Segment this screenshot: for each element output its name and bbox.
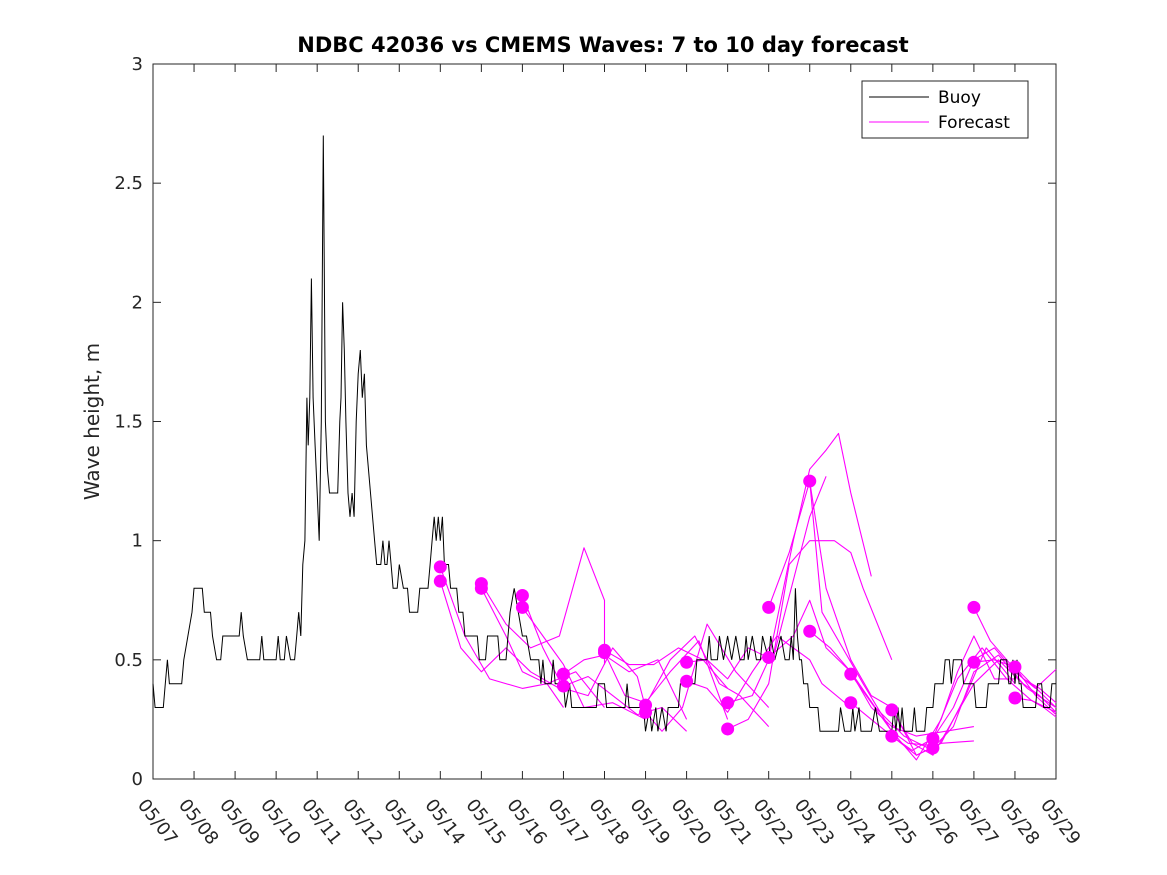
forecast-start-marker bbox=[515, 588, 529, 602]
chart-title: NDBC 42036 vs CMEMS Waves: 7 to 10 day f… bbox=[297, 33, 908, 57]
forecast-line bbox=[768, 480, 933, 747]
legend-label-buoy: Buoy bbox=[938, 88, 981, 108]
y-tick-label: 0.5 bbox=[114, 650, 143, 671]
y-tick-label: 3 bbox=[132, 54, 143, 75]
forecast-start-marker bbox=[967, 600, 981, 614]
forecast-start-marker bbox=[474, 581, 488, 595]
marker-layer bbox=[433, 474, 1022, 755]
forecast-start-marker bbox=[556, 679, 570, 693]
forecast-start-marker bbox=[844, 667, 858, 681]
forecast-start-marker bbox=[803, 474, 817, 488]
axes-box bbox=[152, 63, 1057, 780]
forecast-start-marker bbox=[680, 674, 694, 688]
forecast-start-marker bbox=[721, 696, 735, 710]
forecast-start-marker bbox=[803, 624, 817, 638]
legend: Buoy Forecast bbox=[861, 80, 1029, 139]
forecast-line bbox=[645, 623, 770, 732]
buoy-line bbox=[152, 135, 1056, 732]
forecast-start-marker bbox=[598, 646, 611, 660]
forecast-start-marker bbox=[433, 574, 447, 588]
y-tick-label: 1 bbox=[132, 531, 143, 552]
y-tick-label: 0 bbox=[132, 769, 143, 790]
legend-label-forecast: Forecast bbox=[938, 113, 1010, 133]
forecast-start-marker bbox=[762, 600, 776, 614]
y-axis-ticks: 0 0.5 1 1.5 2 2.5 3 bbox=[114, 54, 1056, 790]
forecast-line bbox=[1014, 697, 1057, 718]
legend-box bbox=[861, 80, 1029, 139]
forecast-line bbox=[521, 607, 646, 720]
forecast-start-marker bbox=[885, 729, 899, 743]
forecast-start-marker bbox=[926, 731, 940, 745]
forecast-line bbox=[727, 540, 893, 730]
y-tick-label: 2 bbox=[132, 292, 143, 313]
forecast-start-marker bbox=[967, 655, 981, 669]
y-tick-label: 2.5 bbox=[114, 173, 143, 194]
forecast-line bbox=[727, 432, 872, 704]
forecast-line bbox=[521, 595, 647, 708]
forecast-line bbox=[480, 547, 606, 665]
series-layer bbox=[152, 135, 1057, 761]
forecast-start-marker bbox=[1008, 660, 1022, 674]
forecast-start-marker bbox=[926, 741, 940, 755]
y-tick-label: 1.5 bbox=[114, 412, 143, 433]
forecast-start-marker bbox=[556, 667, 570, 681]
forecast-line bbox=[563, 654, 688, 720]
forecast-start-marker bbox=[1008, 691, 1022, 705]
forecast-line bbox=[932, 654, 1057, 749]
forecast-start-marker bbox=[721, 722, 735, 736]
forecast-line bbox=[439, 566, 564, 708]
forecast-line bbox=[768, 599, 934, 751]
forecast-start-marker bbox=[844, 696, 858, 710]
plot-area bbox=[152, 63, 1057, 780]
forecast-start-marker bbox=[762, 650, 776, 664]
forecast-line bbox=[439, 581, 560, 689]
forecast-start-marker bbox=[433, 560, 447, 574]
forecast-line bbox=[480, 588, 605, 708]
forecast-start-marker bbox=[885, 703, 899, 717]
forecast-start-marker bbox=[680, 655, 694, 669]
forecast-start-marker bbox=[515, 600, 529, 614]
forecast-start-marker bbox=[639, 705, 653, 719]
y-axis-label: Wave height, m bbox=[80, 343, 104, 500]
